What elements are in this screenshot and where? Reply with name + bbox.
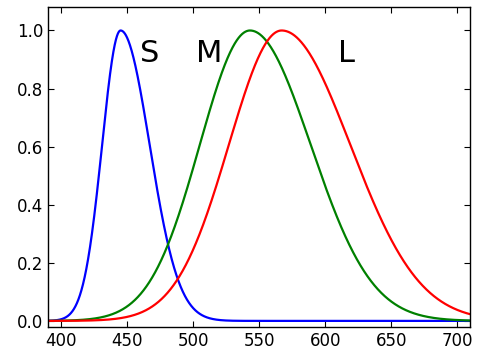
Text: S: S xyxy=(141,39,160,68)
Text: L: L xyxy=(338,39,355,68)
Text: M: M xyxy=(196,39,222,68)
